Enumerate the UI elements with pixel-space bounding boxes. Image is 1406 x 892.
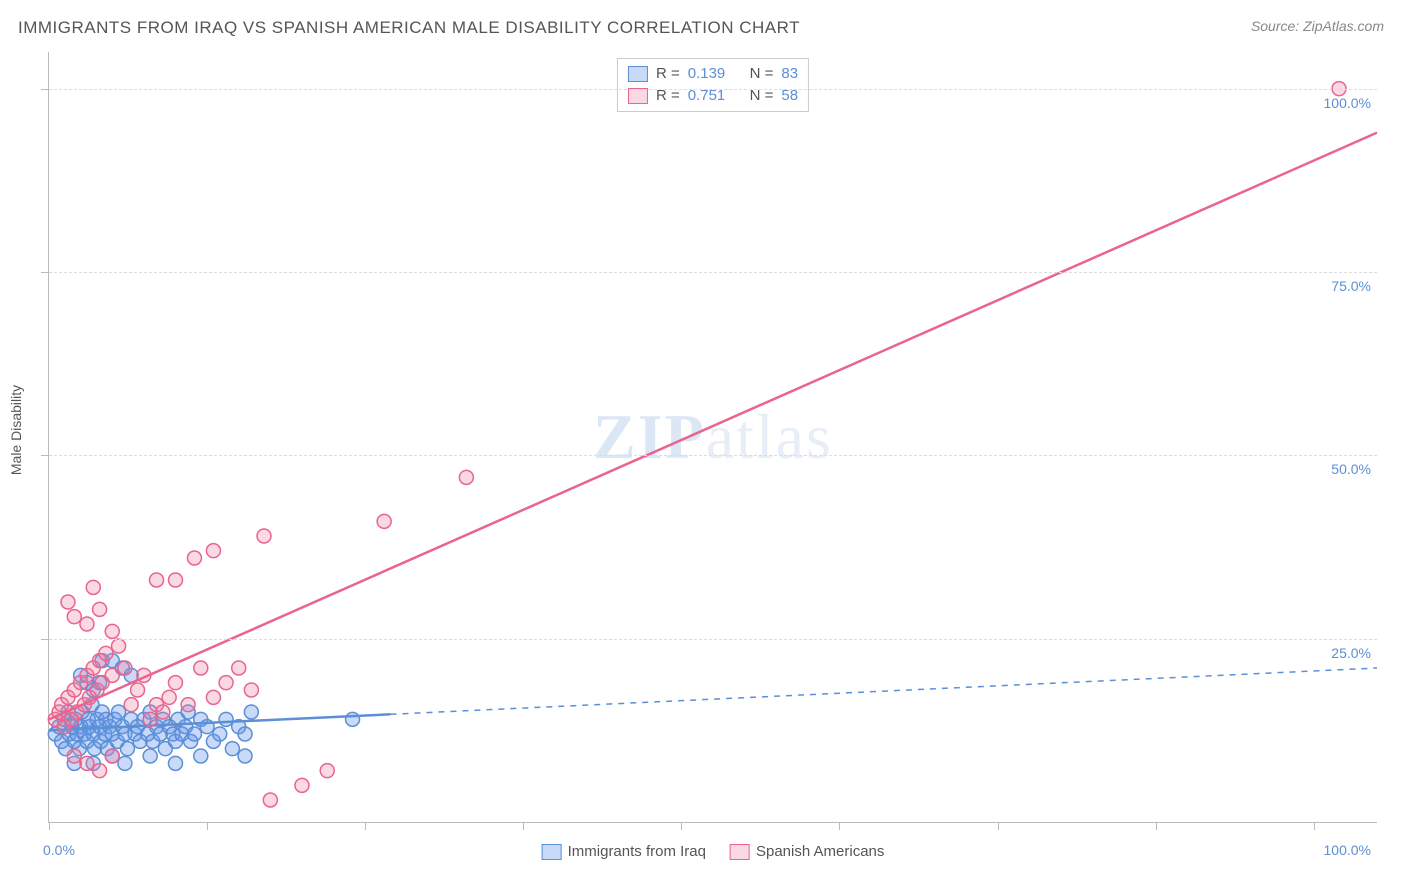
scatter-point-iraq [213,727,227,741]
x-tick-label: 0.0% [43,842,75,858]
swatch-iraq-b [542,844,562,860]
scatter-point-spanish [118,661,132,675]
y-tick-label: 25.0% [1331,645,1371,661]
scatter-point-spanish [295,778,309,792]
y-tick-label: 75.0% [1331,278,1371,294]
scatter-point-spanish [105,668,119,682]
scatter-point-iraq [238,727,252,741]
scatter-point-spanish [67,749,81,763]
scatter-point-iraq [346,712,360,726]
scatter-point-iraq [225,742,239,756]
swatch-spanish-b [730,844,750,860]
scatter-point-spanish [206,544,220,558]
scatter-point-iraq [168,756,182,770]
grid-line [49,455,1377,456]
scatter-point-spanish [80,756,94,770]
scatter-point-spanish [320,764,334,778]
y-tick-label: 50.0% [1331,461,1371,477]
scatter-point-iraq [118,756,132,770]
grid-line [49,639,1377,640]
legend-item-spanish: Spanish Americans [730,843,884,860]
y-axis-label: Male Disability [8,385,24,475]
scatter-point-spanish [459,470,473,484]
scatter-point-spanish [187,551,201,565]
scatter-point-spanish [263,793,277,807]
trend-line-iraq-dashed [390,668,1377,714]
legend-label-spanish: Spanish Americans [756,843,884,860]
scatter-point-iraq [112,705,126,719]
scatter-svg [49,52,1377,822]
scatter-point-spanish [93,764,107,778]
scatter-point-spanish [168,573,182,587]
scatter-point-spanish [194,661,208,675]
scatter-point-spanish [93,602,107,616]
scatter-point-iraq [120,742,134,756]
scatter-point-spanish [67,610,81,624]
scatter-point-spanish [244,683,258,697]
scatter-point-spanish [181,698,195,712]
scatter-point-iraq [194,749,208,763]
scatter-point-iraq [244,705,258,719]
scatter-point-spanish [219,676,233,690]
scatter-point-spanish [168,676,182,690]
scatter-point-spanish [124,698,138,712]
y-tick-label: 100.0% [1324,95,1371,111]
scatter-point-spanish [377,514,391,528]
scatter-point-spanish [257,529,271,543]
grid-line [49,89,1377,90]
chart-title: IMMIGRANTS FROM IRAQ VS SPANISH AMERICAN… [18,18,800,38]
scatter-point-iraq [143,749,157,763]
plot-area: ZIPatlas R = 0.139 N = 83 R = 0.751 N = … [48,52,1377,823]
scatter-point-spanish [80,617,94,631]
scatter-point-spanish [162,690,176,704]
grid-line [49,272,1377,273]
scatter-point-spanish [99,646,113,660]
x-tick-label: 100.0% [1324,842,1371,858]
scatter-point-spanish [131,683,145,697]
scatter-point-spanish [232,661,246,675]
trend-line-spanish [49,133,1377,720]
scatter-point-spanish [86,580,100,594]
scatter-point-spanish [206,690,220,704]
scatter-point-spanish [143,712,157,726]
scatter-point-spanish [105,624,119,638]
legend-bottom: Immigrants from Iraq Spanish Americans [542,843,885,860]
scatter-point-spanish [61,595,75,609]
scatter-point-spanish [105,749,119,763]
source-attribution: Source: ZipAtlas.com [1251,18,1384,34]
legend-item-iraq: Immigrants from Iraq [542,843,706,860]
legend-label-iraq: Immigrants from Iraq [568,843,706,860]
scatter-point-iraq [219,712,233,726]
scatter-point-iraq [187,727,201,741]
scatter-point-spanish [156,705,170,719]
scatter-point-spanish [112,639,126,653]
scatter-point-iraq [238,749,252,763]
scatter-point-spanish [150,573,164,587]
